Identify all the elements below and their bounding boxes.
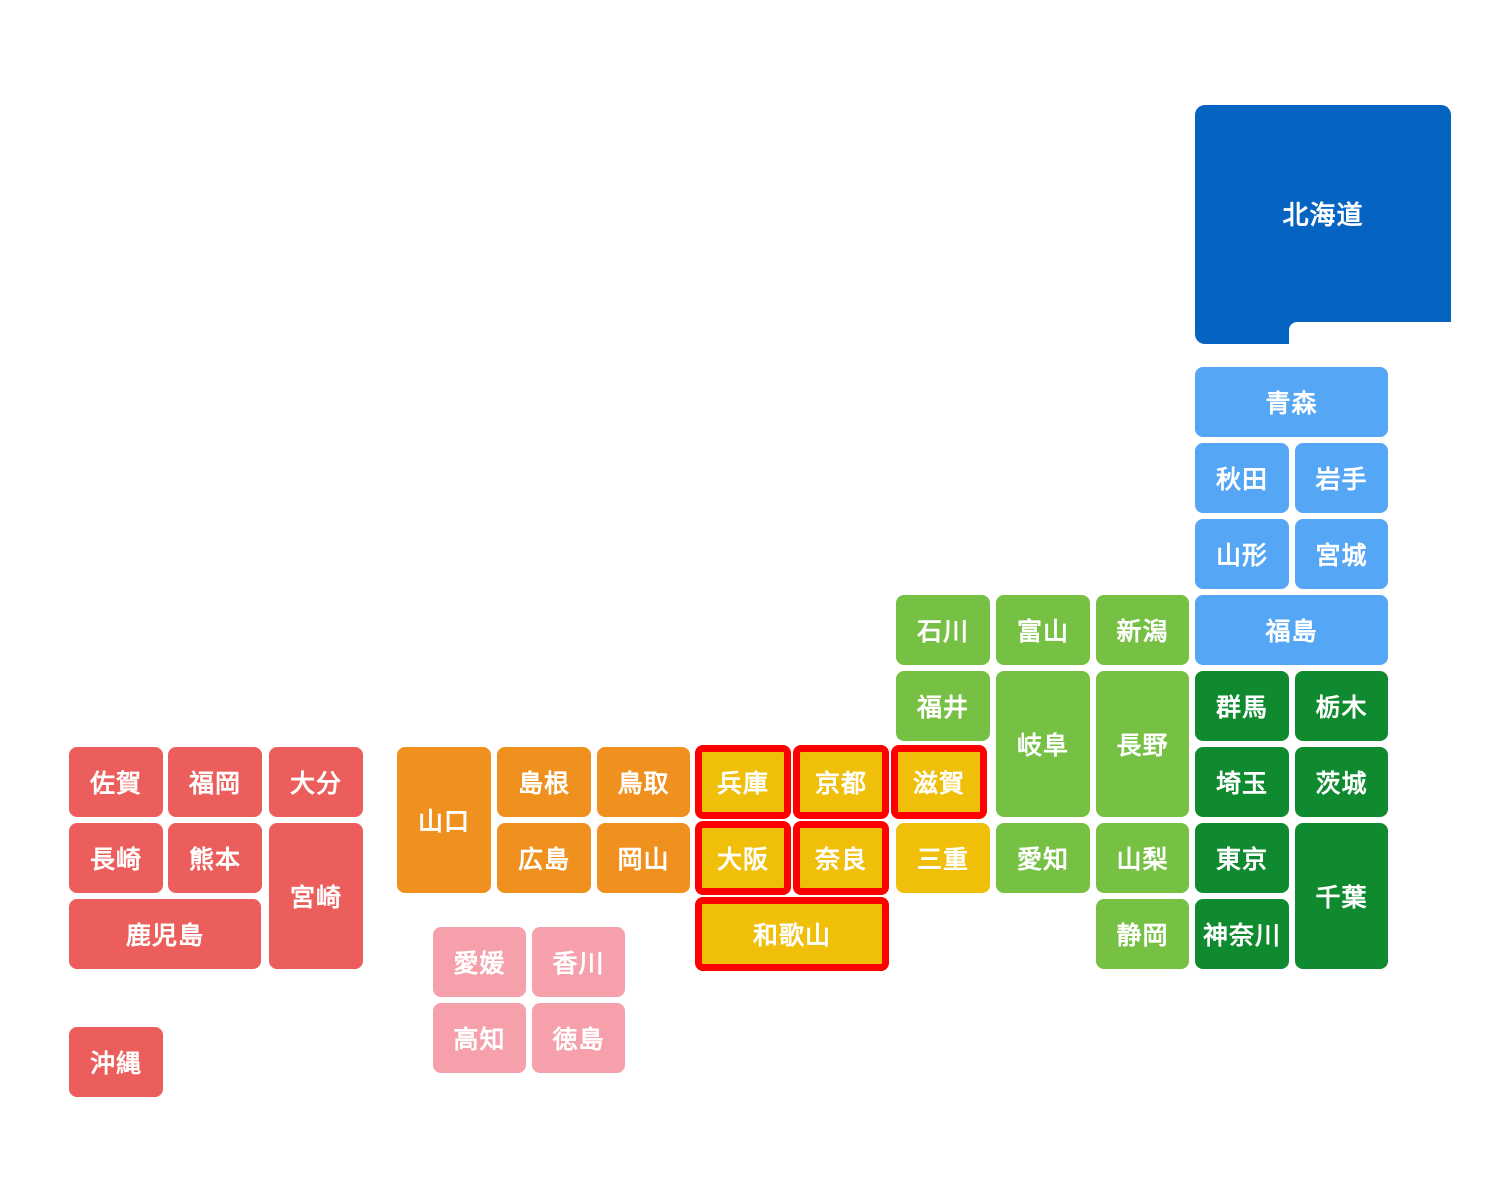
prefecture-yamagata[interactable]: 山形 [1195,519,1289,589]
prefecture-hiroshima[interactable]: 広島 [497,823,591,893]
prefecture-kochi[interactable]: 高知 [433,1003,526,1073]
prefecture-aomori[interactable]: 青森 [1195,367,1388,437]
prefecture-tokushima[interactable]: 徳島 [532,1003,625,1073]
prefecture-miyazaki[interactable]: 宮崎 [269,823,363,969]
prefecture-niigata[interactable]: 新潟 [1096,595,1189,665]
prefecture-gunma[interactable]: 群馬 [1195,671,1289,741]
prefecture-okayama[interactable]: 岡山 [597,823,690,893]
prefecture-hyogo[interactable]: 兵庫 [695,745,791,819]
prefecture-kanagawa[interactable]: 神奈川 [1195,899,1289,969]
prefecture-fukui[interactable]: 福井 [896,671,990,741]
prefecture-chiba[interactable]: 千葉 [1295,823,1388,969]
prefecture-ehime[interactable]: 愛媛 [433,927,526,997]
prefecture-nara[interactable]: 奈良 [793,821,889,895]
prefecture-kagoshima[interactable]: 鹿児島 [69,899,261,969]
prefecture-hokkaido[interactable]: 北海道 [1195,105,1451,344]
prefecture-yamanashi[interactable]: 山梨 [1096,823,1189,893]
prefecture-nagano[interactable]: 長野 [1096,671,1189,817]
prefecture-tokyo[interactable]: 東京 [1195,823,1289,893]
prefecture-gifu[interactable]: 岐阜 [996,671,1090,817]
prefecture-aichi[interactable]: 愛知 [996,823,1090,893]
prefecture-shimane[interactable]: 島根 [497,747,591,817]
prefecture-fukushima[interactable]: 福島 [1195,595,1388,665]
hokkaido-notch [1289,322,1459,352]
prefecture-saitama[interactable]: 埼玉 [1195,747,1289,817]
prefecture-ibaraki[interactable]: 茨城 [1295,747,1388,817]
prefecture-oita[interactable]: 大分 [269,747,363,817]
prefecture-mie[interactable]: 三重 [896,823,990,893]
prefecture-kagawa[interactable]: 香川 [532,927,625,997]
prefecture-shizuoka[interactable]: 静岡 [1096,899,1189,969]
prefecture-shiga[interactable]: 滋賀 [891,745,987,819]
prefecture-okinawa[interactable]: 沖縄 [69,1027,163,1097]
prefecture-osaka[interactable]: 大阪 [695,821,791,895]
prefecture-iwate[interactable]: 岩手 [1295,443,1388,513]
prefecture-kumamoto[interactable]: 熊本 [168,823,262,893]
prefecture-wakayama[interactable]: 和歌山 [695,897,889,971]
prefecture-akita[interactable]: 秋田 [1195,443,1289,513]
prefecture-fukuoka[interactable]: 福岡 [168,747,262,817]
prefecture-tochigi[interactable]: 栃木 [1295,671,1388,741]
prefecture-miyagi[interactable]: 宮城 [1295,519,1388,589]
prefecture-ishikawa[interactable]: 石川 [896,595,990,665]
prefecture-yamaguchi[interactable]: 山口 [397,747,491,893]
prefecture-kyoto[interactable]: 京都 [793,745,889,819]
prefecture-tottori[interactable]: 鳥取 [597,747,690,817]
prefecture-toyama[interactable]: 富山 [996,595,1090,665]
prefecture-nagasaki[interactable]: 長崎 [69,823,163,893]
prefecture-saga[interactable]: 佐賀 [69,747,163,817]
